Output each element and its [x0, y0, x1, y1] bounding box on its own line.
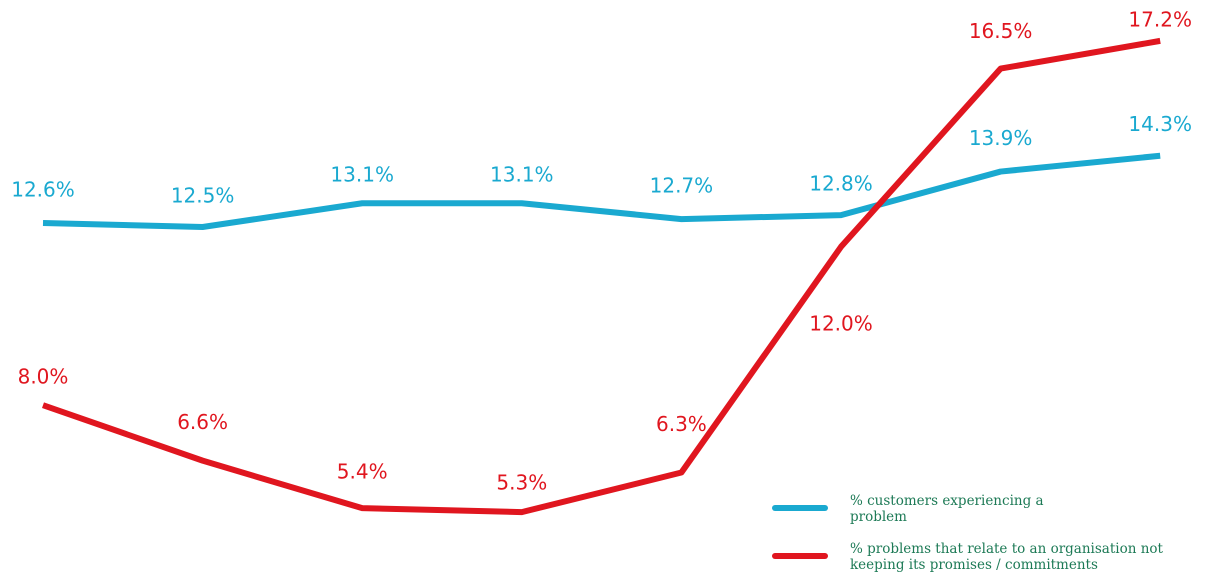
data-label: 16.5%	[969, 19, 1033, 43]
data-label: 12.7%	[650, 174, 714, 198]
data-label: 5.3%	[496, 471, 547, 495]
data-label: 6.6%	[177, 410, 228, 434]
data-label: 13.1%	[490, 163, 554, 187]
legend-label: % problems that relate to an organisatio…	[850, 541, 1163, 573]
data-label: 5.4%	[337, 460, 388, 484]
series-line	[42, 37, 1161, 516]
data-label: 12.0%	[809, 311, 873, 335]
data-label: 12.5%	[171, 184, 235, 208]
data-label: 14.3%	[1128, 112, 1192, 136]
data-label: 12.8%	[809, 172, 873, 196]
series-line	[42, 152, 1161, 230]
data-label: 8.0%	[18, 365, 69, 389]
data-label: 13.1%	[330, 163, 394, 187]
data-label: 13.9%	[969, 126, 1033, 150]
data-label: 6.3%	[656, 412, 707, 436]
data-label: 12.6%	[11, 178, 75, 202]
data-label: 17.2%	[1128, 7, 1192, 31]
legend-label: % customers experiencing a problem	[850, 493, 1044, 525]
